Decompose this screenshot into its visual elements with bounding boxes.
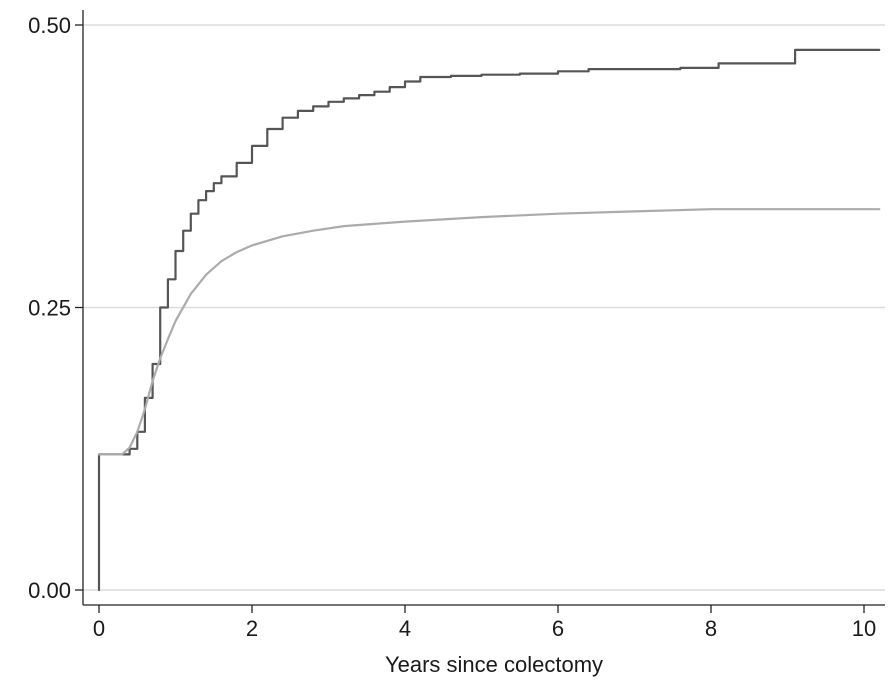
gridlines [83, 24, 885, 591]
x-tick-label-5: 10 [852, 616, 876, 641]
x-tick-label-0: 0 [93, 616, 105, 641]
x-tick-label-4: 8 [705, 616, 717, 641]
x-tick-label-3: 6 [552, 616, 564, 641]
x-axis-title: Years since colectomy [385, 652, 603, 677]
series-line-1 [97, 208, 881, 456]
y-tick-label-1: 0.25 [28, 296, 71, 321]
y-tick-label-0: 0.00 [28, 578, 71, 603]
data-series [97, 48, 881, 592]
x-tick-label-1: 2 [246, 616, 258, 641]
axes: 0.00 0.25 0.50 0 2 4 6 8 10 [28, 10, 885, 641]
y-tick-label-2: 0.50 [28, 13, 71, 38]
x-tick-label-2: 4 [399, 616, 411, 641]
series-line-0 [97, 48, 881, 592]
